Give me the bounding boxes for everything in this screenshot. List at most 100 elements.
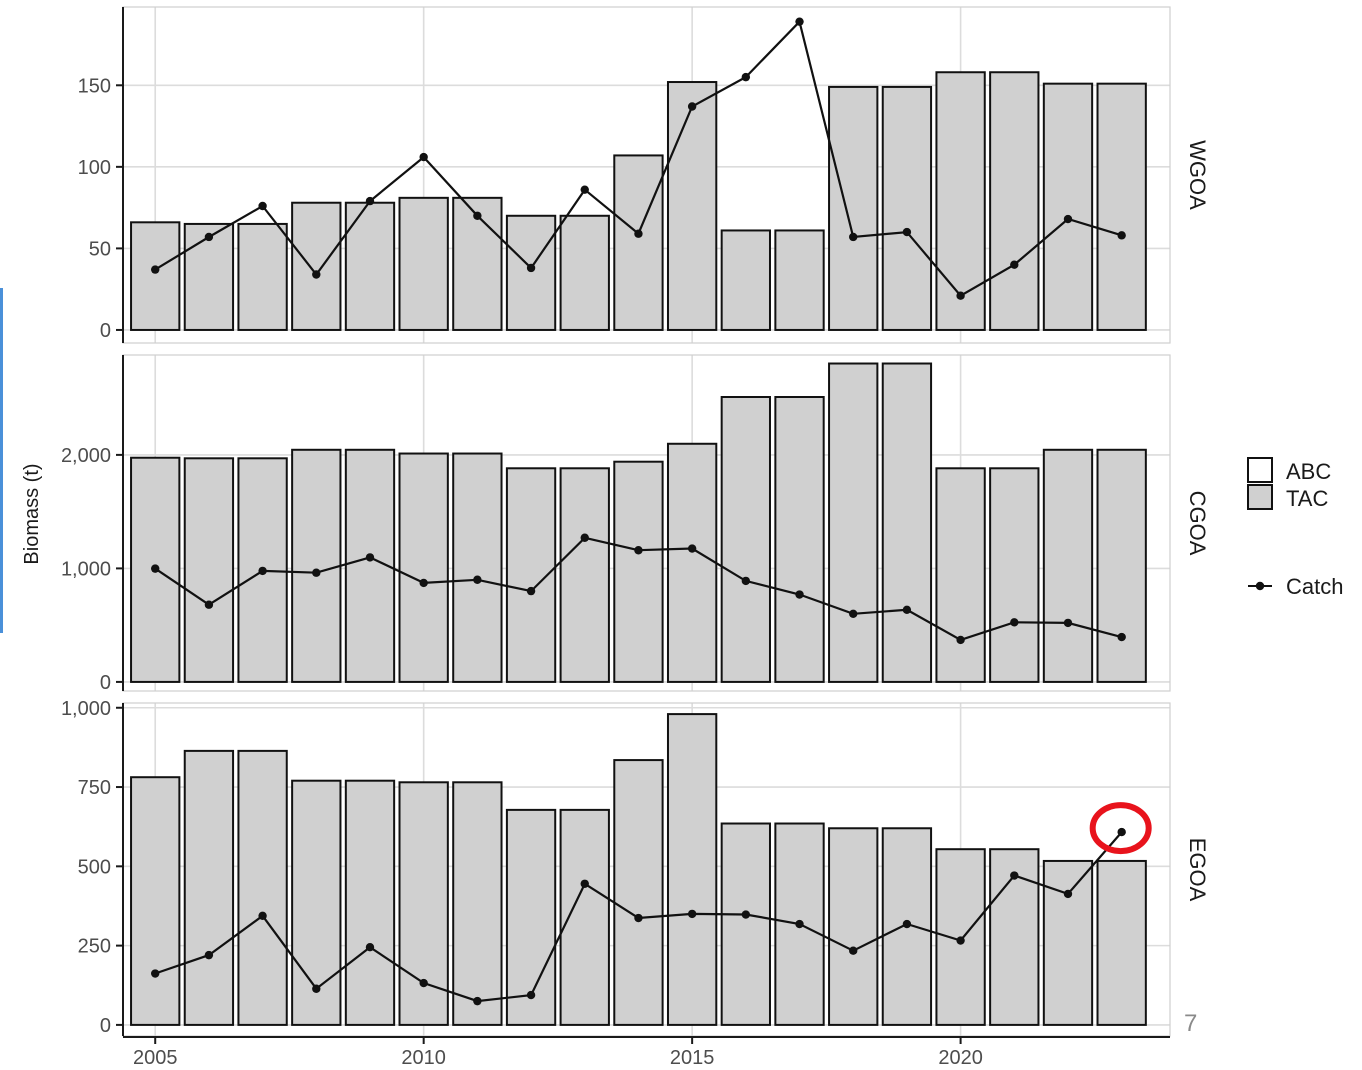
catch-point: [902, 605, 912, 615]
catch-point: [204, 950, 214, 960]
catch-point: [526, 990, 536, 1000]
page-number: 7: [1184, 1010, 1197, 1037]
tac-bar: [452, 781, 503, 1026]
catch-point: [365, 196, 375, 206]
catch-point: [151, 265, 160, 274]
panel-strip-label: WGOA: [1185, 140, 1210, 210]
catch-point: [365, 553, 375, 562]
catch-point: [687, 102, 697, 111]
panel-strip-label: EGOA: [1185, 838, 1210, 902]
catch-point: [902, 227, 912, 237]
catch-point: [902, 919, 912, 929]
tac-bar: [1096, 859, 1147, 1026]
catch-point: [473, 211, 482, 220]
legend-label: Catch: [1286, 574, 1343, 599]
catch-point: [580, 185, 589, 194]
tac-bar: [130, 221, 181, 331]
tac-bar: [935, 71, 986, 331]
tac-bar: [291, 448, 342, 683]
legend-label: ABC: [1286, 459, 1331, 484]
tac-bar: [452, 452, 503, 683]
x-tick-label: 2015: [670, 1047, 715, 1069]
x-axis: 2005 2010 2015 2020: [123, 1036, 1170, 1069]
catch-point: [258, 566, 267, 576]
catch-point: [473, 996, 482, 1006]
x-tick-label: 2010: [401, 1047, 446, 1069]
tac-bar: [452, 196, 503, 331]
catch-point: [795, 590, 804, 599]
y-tick-label: 1,000: [61, 698, 111, 720]
catch-point: [1063, 618, 1073, 628]
catch-point: [258, 911, 267, 921]
panel-egoa: 0 250 500 750 1,000 EGOA: [61, 698, 1210, 1037]
catch-point: [741, 910, 751, 919]
catch-point: [580, 533, 589, 542]
y-tick-label: 0: [100, 672, 111, 694]
catch-point: [634, 229, 643, 238]
y-tick-label: 0: [100, 320, 111, 342]
catch-point: [419, 978, 428, 988]
tac-bar: [505, 214, 557, 331]
catch-point: [419, 152, 428, 162]
catch-point: [204, 232, 214, 242]
tac-bar: [881, 362, 933, 683]
catch-point: [473, 575, 482, 584]
catch-point: [1117, 632, 1126, 642]
tac-bar: [398, 196, 449, 331]
tac-bar: [613, 759, 664, 1026]
catch-point: [151, 969, 160, 978]
catch-point: [795, 919, 804, 929]
tac-bar: [774, 396, 825, 683]
y-tick-label: 100: [78, 157, 111, 179]
x-tick-label: 2020: [938, 1047, 983, 1069]
y-tick-label: 150: [78, 75, 111, 97]
tac-bar: [666, 81, 718, 331]
tac-bar: [1096, 82, 1147, 331]
catch-point: [849, 609, 858, 619]
catch-point: [419, 578, 428, 588]
legend-key-box: [1247, 457, 1273, 483]
catch-point: [849, 946, 858, 955]
tac-bar: [828, 362, 879, 683]
tac-bar: [183, 749, 235, 1026]
catch-point: [1010, 871, 1019, 880]
tac-bar: [130, 776, 181, 1026]
tac-bar: [183, 457, 235, 683]
panel-cgoa: 0 1,000 2,000 CGOA: [61, 354, 1210, 694]
y-tick-label: 0: [100, 1015, 111, 1037]
y-tick-label: 2,000: [61, 445, 111, 467]
tac-bar: [1042, 859, 1094, 1026]
catch-point: [526, 263, 536, 273]
catch-point: [687, 544, 697, 553]
tac-bar: [720, 822, 771, 1026]
catch-point: [795, 17, 804, 26]
tac-bar: [666, 713, 718, 1026]
catch-point: [526, 586, 536, 596]
tac-bar: [935, 467, 986, 683]
catch-point: [580, 879, 589, 888]
catch-point: [741, 72, 751, 82]
catch-point: [1063, 214, 1073, 224]
tac-bar: [1096, 448, 1147, 683]
tac-bar: [291, 201, 342, 331]
tac-bar: [344, 201, 396, 331]
catch-point: [956, 635, 965, 645]
catch-point: [956, 936, 965, 945]
y-tick-label: 750: [78, 777, 111, 799]
catch-point: [849, 232, 858, 242]
tac-bar: [398, 781, 449, 1026]
tac-bar: [1042, 82, 1094, 331]
tac-bar: [828, 827, 879, 1026]
panels-layer: 0 50 100 150 WGOA 0 1,000 2,000 CGOA 0 250 500 750 1,…: [61, 6, 1210, 1037]
tac-bar: [989, 71, 1040, 331]
tac-bar: [989, 467, 1040, 683]
tac-bar: [237, 222, 288, 331]
catch-point: [634, 546, 643, 555]
tac-bar: [613, 460, 664, 683]
y-tick-label: 500: [78, 856, 111, 878]
catch-point: [312, 984, 321, 993]
catch-point: [312, 568, 321, 577]
tac-bar: [828, 85, 879, 331]
catch-point: [312, 270, 321, 279]
